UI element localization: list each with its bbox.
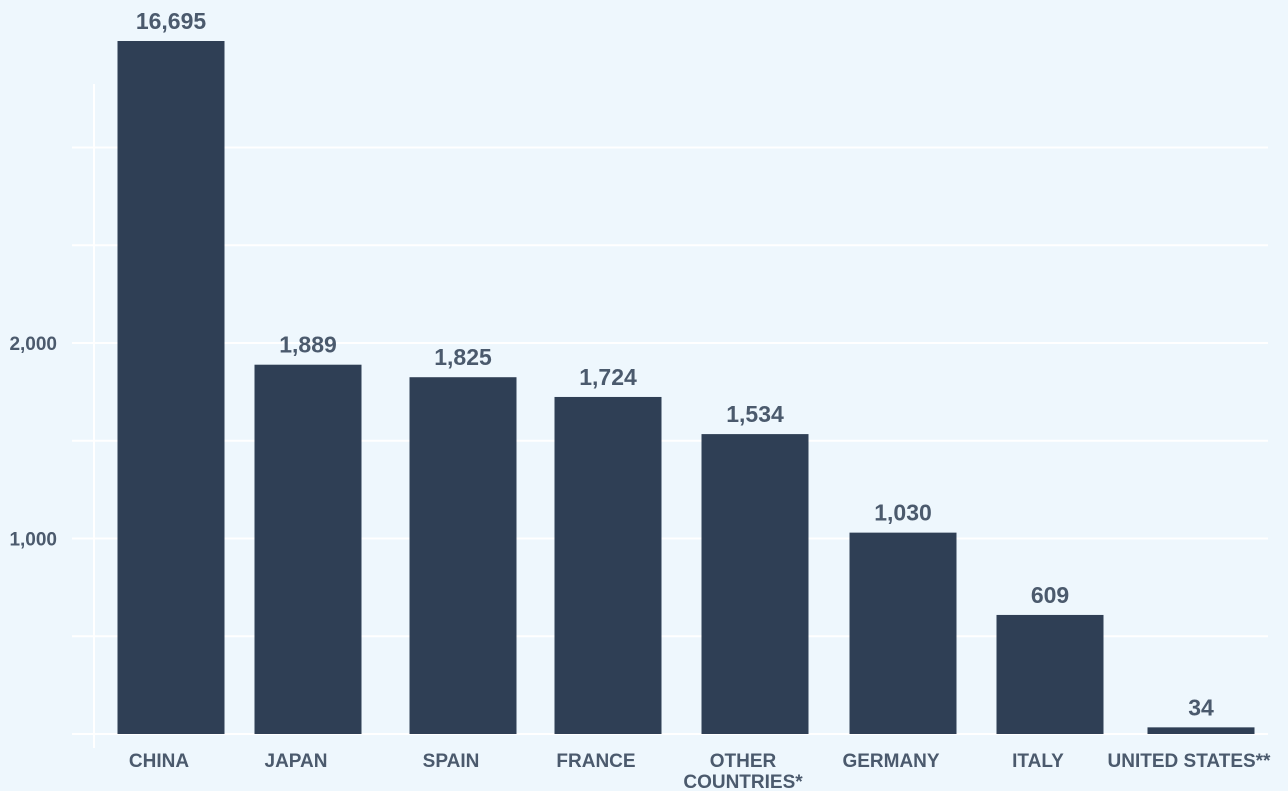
y-tick-labels: 1,000 2,000 [9,334,57,551]
y-tick-label: 2,000 [9,334,57,355]
bar [849,532,957,734]
bar [409,377,517,734]
category-label: CHINA [129,751,189,772]
category-label: GERMANY [842,751,939,772]
data-label: 1,030 [874,500,932,526]
category-label: ITALY [1012,751,1064,772]
bar [996,614,1104,734]
category-label: JAPAN [265,751,328,772]
bar [554,396,662,734]
category-label: UNITED STATES** [1108,751,1272,772]
data-label: 1,825 [434,344,492,370]
category-label: COUNTRIES* [683,772,803,791]
data-label: 609 [1031,582,1069,608]
bar [117,41,225,734]
category-label: OTHER [710,751,777,772]
data-label: 1,889 [279,332,337,358]
bar [701,434,809,734]
bar [1147,727,1255,734]
bar [254,364,362,734]
grid-lines [72,146,1268,638]
bars [117,41,1255,734]
value-labels: 16,695 1,889 1,825 1,724 1,534 1,030 609 34 [136,8,1214,720]
y-tick-label: 1,000 [9,530,57,551]
data-label: 34 [1188,694,1214,720]
category-label: SPAIN [423,751,480,772]
category-label: FRANCE [556,751,635,772]
data-label: 1,534 [726,401,784,427]
data-label: 1,724 [579,364,637,390]
data-label: 16,695 [136,8,207,34]
